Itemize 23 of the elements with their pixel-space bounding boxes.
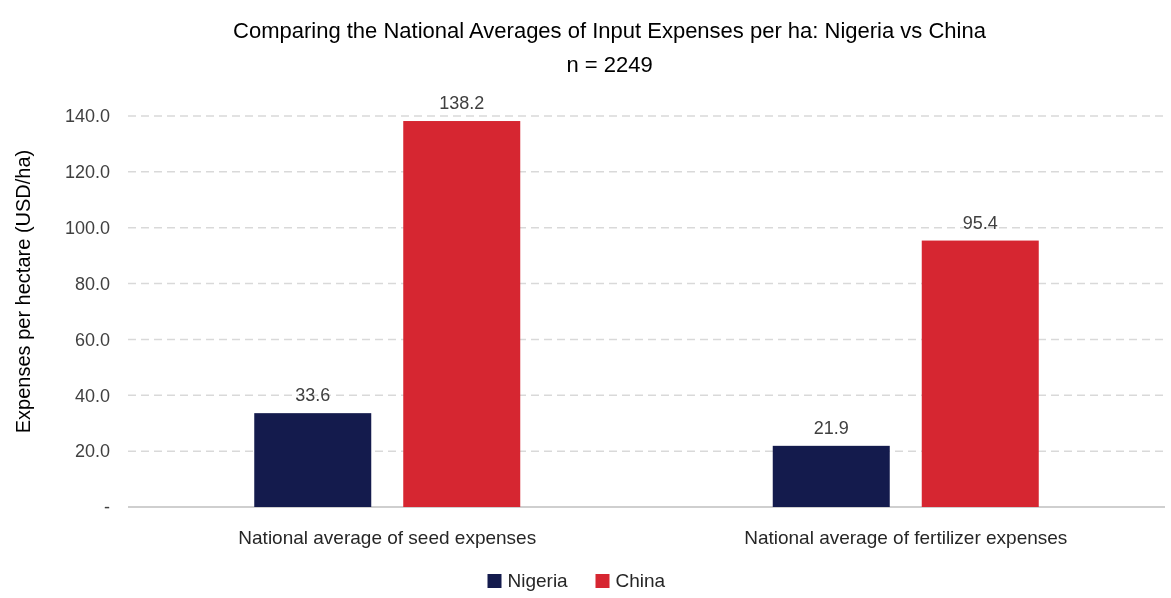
x-tick-label: National average of fertilizer expenses xyxy=(744,527,1068,548)
y-tick-label: 100.0 xyxy=(64,218,110,239)
y-tick-label: 20.0 xyxy=(74,441,110,462)
bar xyxy=(254,413,372,507)
data-label: 138.2 xyxy=(439,93,485,114)
y-axis-title: Expenses per hectare (USD/ha) xyxy=(12,149,34,434)
data-label: 95.4 xyxy=(962,212,998,233)
data-label: 33.6 xyxy=(295,385,331,406)
y-tick-label: 80.0 xyxy=(74,273,110,294)
legend-label: Nigeria xyxy=(507,570,569,591)
y-tick-label: 140.0 xyxy=(64,106,110,127)
y-tick-label: 40.0 xyxy=(74,385,110,406)
legend-label: China xyxy=(615,570,666,591)
y-tick-label: 60.0 xyxy=(74,329,110,350)
bar xyxy=(772,445,890,507)
y-tick-label: 120.0 xyxy=(64,162,110,183)
chart-subtitle: n = 2249 xyxy=(566,52,653,77)
bar xyxy=(921,240,1039,507)
data-label: 21.9 xyxy=(813,417,849,438)
chart-title: Comparing the National Averages of Input Expenses per ha: Nigeria vs China xyxy=(233,18,987,43)
y-tick-label: - xyxy=(104,497,110,518)
x-tick-label: National average of seed expenses xyxy=(238,527,537,548)
bar xyxy=(403,121,521,507)
